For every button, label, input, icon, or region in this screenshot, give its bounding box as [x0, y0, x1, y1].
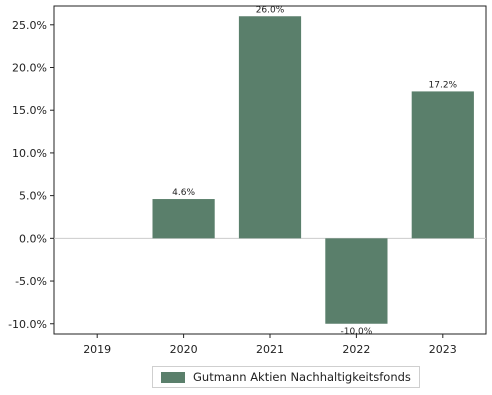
x-tick-label: 2022 — [342, 343, 370, 356]
bar — [238, 16, 302, 239]
y-tick-label: 5.0% — [19, 190, 47, 203]
bar — [325, 238, 388, 324]
y-tick-label: 20.0% — [12, 62, 47, 75]
data-label: 17.2% — [429, 80, 458, 90]
x-tick-label: 2019 — [83, 343, 111, 356]
data-label: 4.6% — [172, 188, 195, 198]
x-tick-label: 2020 — [170, 343, 198, 356]
legend-swatch — [161, 371, 185, 383]
bar — [152, 199, 215, 239]
x-tick-label: 2021 — [256, 343, 284, 356]
bar — [411, 91, 474, 239]
data-label: -10.0% — [340, 327, 372, 337]
y-tick-label: 0.0% — [19, 232, 47, 245]
y-tick-label: -10.0% — [8, 318, 47, 331]
x-tick-label: 2023 — [429, 343, 457, 356]
legend: Gutmann Aktien Nachhaltigkeitsfonds — [152, 366, 420, 388]
data-label: 26.0% — [256, 5, 285, 15]
y-tick-label: -5.0% — [15, 275, 47, 288]
y-tick-label: 10.0% — [12, 147, 47, 160]
y-tick-label: 15.0% — [12, 104, 47, 117]
y-tick-label: 25.0% — [12, 19, 47, 32]
legend-label: Gutmann Aktien Nachhaltigkeitsfonds — [193, 370, 411, 384]
